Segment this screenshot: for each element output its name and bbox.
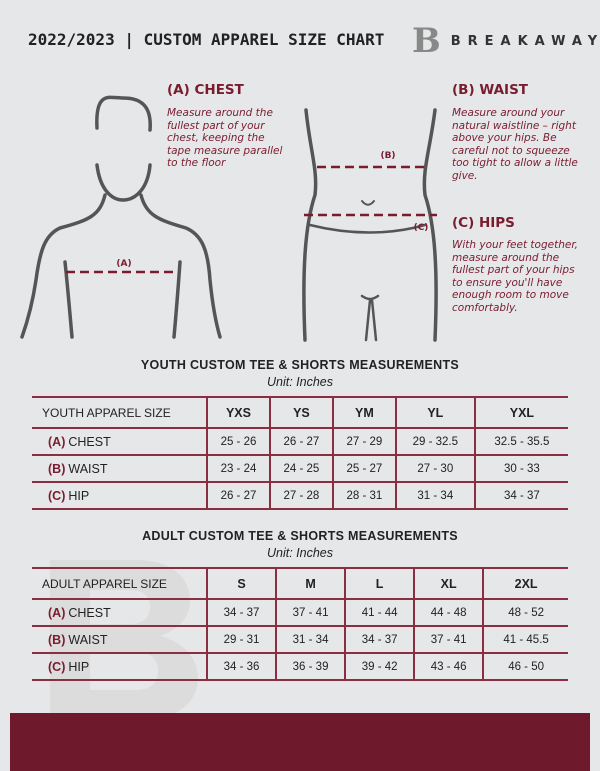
measurement-code: (B) (48, 632, 66, 647)
measurement-label: (B) WAIST (32, 454, 207, 483)
measurement-value: 46 - 50 (482, 652, 568, 681)
measurement-name: CHEST (68, 434, 111, 449)
measurement-value: 25 - 27 (331, 454, 396, 483)
measurement-value: 37 - 41 (275, 598, 346, 627)
measurement-value: 32.5 - 35.5 (473, 427, 568, 456)
logo-mark-icon: B (412, 21, 441, 61)
measurement-value: 26 - 27 (268, 427, 333, 456)
measurement-code: (A) (48, 434, 66, 449)
chest-marker: (A) (116, 259, 131, 269)
size-header: 2XL (482, 567, 568, 600)
measurement-value: 44 - 48 (413, 598, 484, 627)
measurement-label: (A) CHEST (32, 427, 207, 456)
measurement-value: 43 - 46 (413, 652, 484, 681)
brand-logo: B BREAKAWAY (412, 24, 600, 58)
youth-unit: Unit: Inches (266, 375, 333, 389)
measurement-value: 25 - 26 (206, 427, 270, 456)
measurement-label: (B) WAIST (32, 625, 207, 654)
measurement-value: 30 - 33 (473, 454, 568, 483)
footer-bar (10, 713, 590, 771)
body-figures-illustration: (A) (B) (C) (20, 95, 438, 342)
measurement-value: 29 - 32.5 (394, 427, 475, 456)
measurement-name: HIP (68, 659, 90, 674)
table-row: (B) WAIST 23 - 24 24 - 25 25 - 27 27 - 30 30 -… (32, 454, 568, 483)
table-row: (C) HIP 34 - 36 36 - 39 39 - 42 43 - 46 46 - 5… (32, 652, 568, 681)
measurement-value: 34 - 37 (344, 625, 415, 654)
measurement-value: 37 - 41 (413, 625, 484, 654)
measurement-name: CHEST (68, 605, 111, 620)
size-header: YM (331, 396, 396, 429)
size-header: YS (268, 396, 333, 429)
measurement-value: 26 - 27 (206, 481, 270, 510)
measurement-value: 23 - 24 (206, 454, 270, 483)
measurement-label: (C) HIP (32, 652, 207, 681)
measurement-name: HIP (68, 488, 90, 503)
adult-table-title: ADULT CUSTOM TEE & SHORTS MEASUREMENTS (142, 529, 458, 543)
measurement-value: 29 - 31 (205, 625, 277, 654)
measurement-value: 34 - 37 (473, 481, 568, 510)
chest-heading: (A) CHEST (167, 82, 244, 98)
brand-name: BREAKAWAY (450, 33, 600, 49)
youth-table-title: YOUTH CUSTOM TEE & SHORTS MEASUREMENTS (140, 358, 460, 372)
measurement-value: 36 - 39 (275, 652, 346, 681)
hips-marker: (C) (414, 223, 429, 233)
size-header: XL (413, 567, 484, 600)
measurement-name: WAIST (68, 461, 108, 476)
measurement-value: 28 - 31 (331, 481, 396, 510)
measurement-value: 41 - 45.5 (482, 625, 568, 654)
youth-size-table: YOUTH APPAREL SIZE YXS YS YM YL YXL (A) CHEST 25… (32, 396, 568, 510)
size-header: YL (394, 396, 475, 429)
page-title: 2022/2023 | CUSTOM APPAREL SIZE CHART (28, 30, 385, 49)
measurement-value: 41 - 44 (344, 598, 415, 627)
measurement-value: 27 - 28 (268, 481, 333, 510)
hips-description: With your feet together, measure around … (452, 239, 579, 314)
table-row: (C) HIP 26 - 27 27 - 28 28 - 31 31 - 34 34 - 3… (32, 481, 568, 510)
measurement-value: 31 - 34 (394, 481, 475, 510)
table-header-row: YOUTH APPAREL SIZE YXS YS YM YL YXL (32, 396, 568, 429)
table-header-row: ADULT APPAREL SIZE S M L XL 2XL (32, 567, 568, 600)
size-header: YXS (206, 396, 270, 429)
waist-marker: (B) (380, 151, 395, 161)
measurement-code: (C) (48, 488, 66, 503)
table-row: (A) CHEST 25 - 26 26 - 27 27 - 29 29 - 32.5 32… (32, 427, 568, 456)
measurement-value: 34 - 36 (205, 652, 277, 681)
chest-description: Measure around the fullest part of your … (167, 107, 283, 170)
measurement-name: WAIST (68, 632, 108, 647)
waist-description: Measure around your natural waistline – … (452, 107, 578, 182)
hips-heading: (C) HIPS (452, 215, 515, 231)
adult-size-table: ADULT APPAREL SIZE S M L XL 2XL (A) CHEST 34 - 3… (32, 567, 568, 681)
size-header: M (275, 567, 346, 600)
measurement-label: (A) CHEST (32, 598, 207, 627)
table-row: (B) WAIST 29 - 31 31 - 34 34 - 37 37 - 41 41 -… (32, 625, 568, 654)
measurement-value: 34 - 37 (205, 598, 277, 627)
measurement-value: 48 - 52 (482, 598, 568, 627)
table-row: (A) CHEST 34 - 37 37 - 41 41 - 44 44 - 48 48 -… (32, 598, 568, 627)
measurement-value: 27 - 30 (394, 454, 475, 483)
measurement-code: (B) (48, 461, 66, 476)
measurement-code: (C) (48, 659, 66, 674)
measurement-value: 27 - 29 (331, 427, 396, 456)
measurement-value: 24 - 25 (268, 454, 333, 483)
size-header: L (344, 567, 415, 600)
measurement-value: 39 - 42 (344, 652, 415, 681)
size-label: ADULT APPAREL SIZE (32, 567, 207, 600)
size-header: YXL (473, 396, 568, 429)
measurement-value: 31 - 34 (275, 625, 346, 654)
waist-heading: (B) WAIST (452, 82, 529, 98)
measurement-label: (C) HIP (32, 481, 207, 510)
size-label: YOUTH APPAREL SIZE (32, 396, 207, 429)
measurement-code: (A) (48, 605, 66, 620)
adult-unit: Unit: Inches (266, 546, 333, 560)
size-header: S (205, 567, 277, 600)
